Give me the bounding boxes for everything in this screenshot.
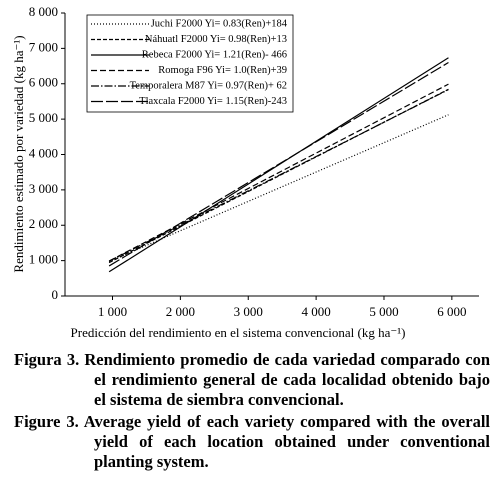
x-tick-label: 4 000 — [301, 304, 330, 319]
legend-box — [86, 14, 294, 113]
chart: Predicción del rendimiento en el sistema… — [11, 4, 479, 340]
series-line — [108, 62, 449, 267]
x-tick-label: 6 000 — [437, 304, 466, 319]
x-tick-label: 5 000 — [369, 304, 398, 319]
y-tick-label: 1 000 — [29, 252, 58, 267]
caption-spanish: Figura 3. Rendimiento promedio de cada v… — [14, 350, 490, 409]
y-tick-label: 6 000 — [29, 75, 58, 90]
series-line — [108, 88, 449, 264]
legend-label: Juchi F2000 Yi= 0.83(Ren)+184 — [151, 18, 288, 29]
y-tick-label: 0 — [52, 287, 59, 302]
y-tick-label: 8 000 — [29, 4, 58, 19]
y-tick-label: 4 000 — [29, 145, 58, 160]
x-tick-label: 1 000 — [98, 304, 127, 319]
y-tick-label: 3 000 — [29, 181, 58, 196]
legend-label: Náhuatl F2000 Yi= 0.98(Ren)+13 — [145, 34, 287, 45]
legend-label: Tlaxcala F2000 Yi= 1.15(Ren)-243 — [139, 96, 287, 107]
legend-label: Temporalera M87 Yi= 0.97(Ren)+ 62 — [130, 80, 287, 91]
y-axis-label: Rendimiento estimado por variedad (kg ha… — [11, 35, 26, 272]
legend-label: Romoga F96 Yi= 1.0(Ren)+39 — [158, 65, 287, 76]
x-tick-label: 3 000 — [234, 304, 263, 319]
x-axis-label: Predicción del rendimiento en el sistema… — [71, 325, 406, 340]
caption-english: Figure 3. Average yield of each variety … — [14, 412, 490, 471]
legend-label: Rebeca F2000 Yi= 1.21(Ren)- 466 — [142, 49, 287, 60]
y-tick-label: 2 000 — [29, 216, 58, 231]
y-tick-label: 7 000 — [29, 39, 58, 54]
y-tick-label: 5 000 — [29, 110, 58, 125]
x-tick-label: 2 000 — [166, 304, 195, 319]
series-line — [108, 89, 449, 262]
